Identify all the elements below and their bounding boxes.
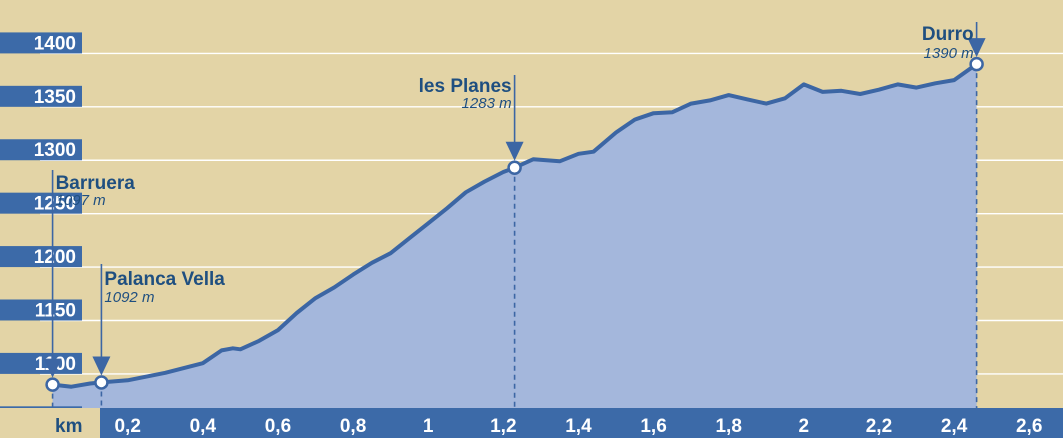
waypoint-drop-lines [51, 64, 978, 408]
waypoint-marker [94, 375, 109, 390]
waypoint-elevation: 1390 m [924, 45, 974, 62]
x-axis-band [0, 408, 1063, 438]
y-tick-box-1150 [0, 299, 82, 321]
x-tick-label: 0,6 [265, 416, 291, 437]
waypoint-name: Durro [922, 24, 974, 45]
x-tick-label: 2 [799, 416, 810, 437]
x-tick-label: 2,4 [941, 416, 968, 437]
y-tick-box-1250 [0, 192, 82, 214]
y-tick-box-1200 [0, 246, 82, 268]
y-tick-label: 1400 [34, 33, 76, 54]
waypoint-marker [507, 160, 522, 175]
waypoint-name: les Planes [419, 76, 512, 97]
y-tick-label: 1350 [34, 87, 76, 108]
waypoint-elevation: 1283 m [462, 95, 512, 112]
x-tick-label: 2,6 [1016, 416, 1042, 437]
waypoint-elevation: 1097 m [56, 192, 106, 209]
down-arrow-icon [43, 358, 62, 378]
y-tick-label: 1150 [35, 300, 76, 321]
y-tick-box-1100 [0, 352, 82, 374]
x-tick-label: 1 [423, 416, 434, 437]
waypoint-marker [45, 377, 60, 392]
y-tick-label: 1250 [34, 194, 76, 215]
x-tick-label: 1,6 [640, 416, 666, 437]
x-tick-label: 2,2 [866, 416, 892, 437]
x-tick-label: 1,8 [715, 416, 741, 437]
x-tick-label: 0,2 [114, 416, 140, 437]
axes: 10501100115012001250130013501400km0,20,4… [0, 32, 1063, 438]
y-tick-label: 1300 [34, 140, 76, 161]
x-tick-label: 1,4 [565, 416, 592, 437]
y-tick-box-1400 [0, 32, 82, 54]
y-tick-box-1350 [0, 85, 82, 107]
x-axis-label-area [0, 408, 100, 438]
x-tick-label: 1,2 [490, 416, 516, 437]
waypoint-marker [969, 56, 984, 72]
down-arrow-icon [967, 38, 986, 58]
waypoint-name: Barruera [56, 173, 136, 194]
x-tick-label: 0,4 [190, 416, 217, 437]
x-axis-unit-label: km [55, 416, 82, 437]
elevation-area [52, 64, 977, 408]
down-arrow-icon [505, 141, 524, 161]
y-tick-box-1300 [0, 139, 82, 161]
waypoint-name: Palanca Vella [104, 269, 225, 290]
x-tick-label: 0,8 [340, 416, 366, 437]
y-tick-label: 1200 [34, 247, 76, 268]
down-arrow-icon [92, 356, 111, 376]
waypoint-elevation: 1092 m [104, 289, 154, 306]
